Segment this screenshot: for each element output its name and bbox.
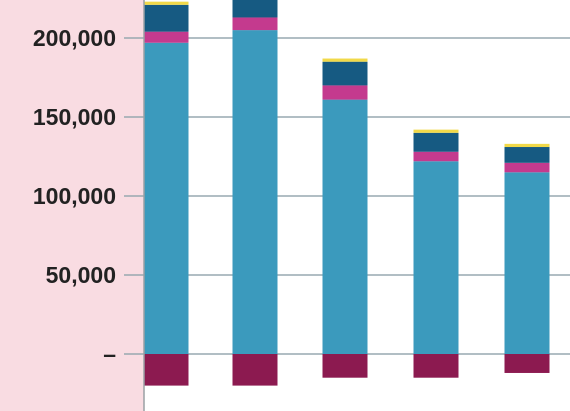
bar-1-segment-2 <box>143 31 189 43</box>
bar-4-segment-5 <box>413 354 459 378</box>
bar-5-segment-1 <box>504 172 550 354</box>
bar-1-segment-4 <box>143 1 189 5</box>
bar-2-segment-1 <box>232 30 278 354</box>
y-tick-label-4: 200,000 <box>33 25 116 51</box>
bar-4-segment-3 <box>413 132 459 152</box>
y-tick-label-0: – <box>103 341 116 367</box>
y-tick-label-2: 100,000 <box>33 183 116 209</box>
bar-1-segment-5 <box>143 354 189 386</box>
y-axis-panel <box>0 0 144 411</box>
bar-5-segment-4 <box>504 143 550 148</box>
bar-3-segment-1 <box>322 99 368 355</box>
bar-3-segment-2 <box>322 85 368 100</box>
y-tick-label-1: 50,000 <box>46 262 116 288</box>
y-axis-ticks: – 50,000 100,000 150,000 200,000 <box>33 25 116 367</box>
bar-4-segment-1 <box>413 161 459 354</box>
bar-4-segment-2 <box>413 151 459 162</box>
bar-1-segment-3 <box>143 4 189 32</box>
bar-5-segment-5 <box>504 354 550 373</box>
bar-2-segment-5 <box>232 354 278 386</box>
bar-5-segment-2 <box>504 162 550 173</box>
bar-2-segment-3 <box>232 0 278 18</box>
bar-4-segment-4 <box>413 129 459 133</box>
bar-3-segment-3 <box>322 61 368 86</box>
bar-2-segment-2 <box>232 17 278 31</box>
bar-3-segment-5 <box>322 354 368 378</box>
y-tick-label-3: 150,000 <box>33 104 116 130</box>
bar-1-segment-1 <box>143 42 189 355</box>
bar-5-segment-3 <box>504 147 550 163</box>
bars <box>143 0 550 386</box>
bar-3-segment-4 <box>322 58 368 62</box>
